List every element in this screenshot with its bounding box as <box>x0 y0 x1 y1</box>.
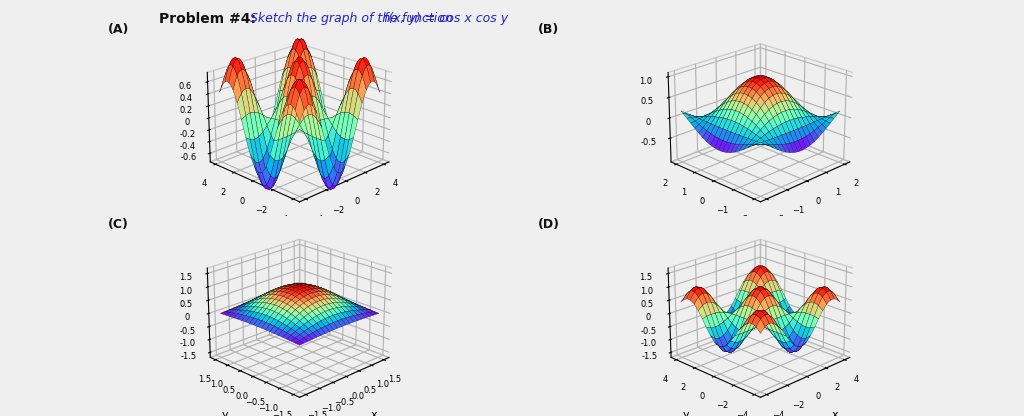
Y-axis label: y: y <box>682 215 689 225</box>
Text: (D): (D) <box>538 218 559 231</box>
X-axis label: x: x <box>371 410 378 416</box>
X-axis label: x: x <box>371 215 378 225</box>
Y-axis label: y: y <box>221 215 228 225</box>
Text: f(x, y) = cos x cos y: f(x, y) = cos x cos y <box>384 12 508 25</box>
Text: (A): (A) <box>108 23 129 36</box>
Text: (B): (B) <box>538 23 559 36</box>
Y-axis label: y: y <box>221 410 228 416</box>
Text: Sketch the graph of the function: Sketch the graph of the function <box>246 12 457 25</box>
X-axis label: x: x <box>831 215 839 225</box>
Text: (C): (C) <box>108 218 128 231</box>
Text: Problem #4:: Problem #4: <box>159 12 256 27</box>
Y-axis label: y: y <box>682 410 689 416</box>
X-axis label: x: x <box>831 410 839 416</box>
